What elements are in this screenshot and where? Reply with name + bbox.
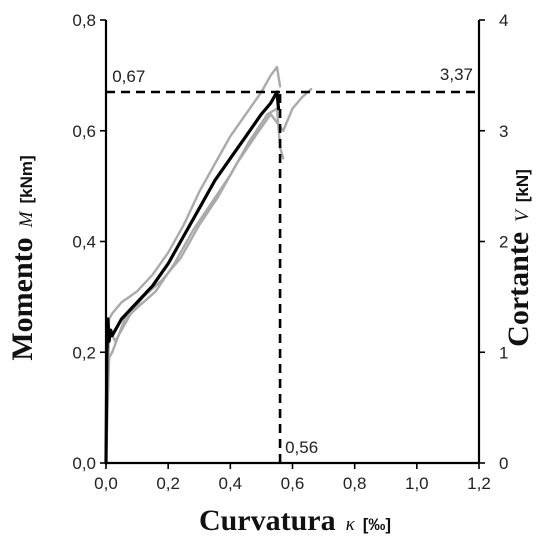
x-axis-title-symbol: κ [346,514,356,535]
x-tick-label: 0,6 [281,474,305,493]
y-right-tick-label: 0 [499,454,508,473]
y-right-tick-label: 2 [499,233,508,252]
y-left-axis-title-word: Momento [6,237,39,360]
x-axis-title: Curvatura κ [‰] [199,504,391,537]
x-tick-label: 0,0 [94,474,118,493]
series-line-2 [104,87,313,465]
x-tick-label: 0,2 [156,474,180,493]
annotation-shear-value: 3,37 [440,65,473,84]
x-axis-title-unit: [‰] [363,515,391,534]
series-line-1 [104,65,282,465]
svg-text:Cortante V [kN]: Cortante V [kN] [502,169,535,347]
series-line-3 [104,107,285,465]
x-tick-label: 1,0 [405,474,429,493]
y-left-tick-label: 0,0 [72,454,96,473]
svg-text:Momento M [kNm]: Momento M [kNm] [6,155,39,360]
y-right-tick-label: 4 [499,11,508,30]
x-tick-label: 0,4 [219,474,243,493]
y-right-axis-title-word: Cortante [502,232,535,347]
y-right-tick-label: 1 [499,343,508,362]
y-left-axis-title: Momento M [kNm] [6,155,39,360]
y-left-axis-title-unit: [kNm] [17,155,36,203]
y-left-tick-label: 0,2 [72,343,96,362]
y-left-tick-label: 0,6 [72,122,96,141]
svg-text:Curvatura κ [‰]: Curvatura κ [‰] [199,504,391,537]
annotation-curvature-value: 0,56 [285,438,318,457]
x-axis-title-word: Curvatura [199,504,336,537]
y-right-axis-title-unit: [kN] [513,169,532,202]
x-tick-label: 0,8 [343,474,367,493]
annotation-moment-value: 0,67 [112,67,145,86]
y-right-tick-label: 3 [499,122,508,141]
y-left-tick-label: 0,4 [72,233,96,252]
series-line-4 [104,90,281,465]
y-right-axis-title-symbol: V [512,208,533,222]
chart-marks: 0,0 0,2 0,4 0,6 0,8 1,0 1,2 0,0 0,2 0,4 0,6 0,8 0 1 2 3… [72,11,508,493]
y-left-tick-label: 0,8 [72,11,96,30]
x-tick-label: 1,2 [467,474,491,493]
y-left-axis-title-symbol: M [16,210,37,228]
y-right-axis-title: Cortante V [kN] [502,169,535,347]
